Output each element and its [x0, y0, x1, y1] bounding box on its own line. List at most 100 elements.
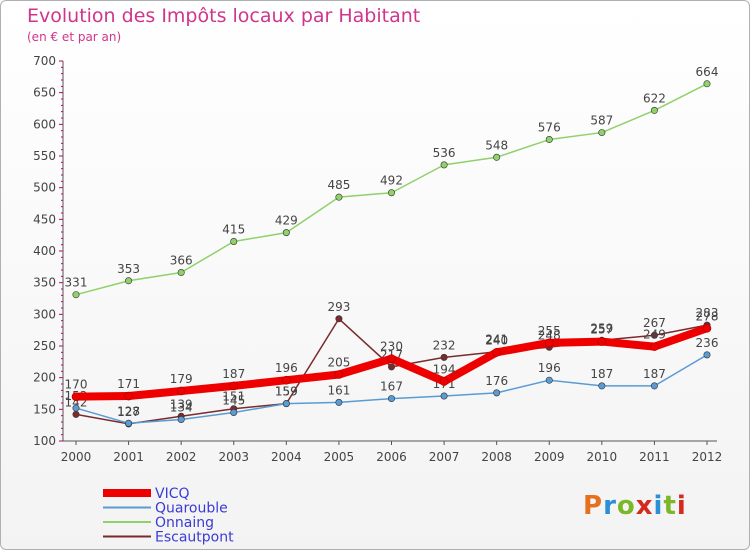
- data-label: 259: [590, 321, 613, 335]
- logo-letter: i: [676, 491, 687, 521]
- data-label: 187: [643, 367, 666, 381]
- data-point: [282, 375, 291, 385]
- data-point: [229, 381, 239, 391]
- data-point: [387, 189, 395, 197]
- data-label: 240: [485, 333, 508, 347]
- x-tick-label: 2003: [218, 450, 249, 464]
- proxiti-logo: Proxiti: [583, 491, 687, 521]
- data-label: 194: [433, 362, 456, 376]
- data-point: [72, 291, 80, 299]
- data-point: [440, 392, 448, 400]
- data-point: [597, 337, 607, 346]
- data-point: [125, 277, 133, 285]
- data-point: [440, 353, 448, 361]
- x-tick-label: 2007: [429, 450, 460, 464]
- data-label: 267: [643, 316, 666, 330]
- data-label: 241: [485, 333, 508, 347]
- data-label: 331: [65, 276, 88, 290]
- data-point: [335, 193, 343, 201]
- data-label: 205: [327, 356, 350, 370]
- data-label: 236: [696, 336, 719, 350]
- data-label: 230: [380, 340, 403, 354]
- data-label: 353: [117, 262, 140, 276]
- x-tick-label: 2001: [113, 450, 144, 464]
- x-tick-label: 2006: [376, 450, 407, 464]
- data-point: [544, 338, 554, 348]
- data-point: [493, 153, 501, 161]
- data-point: [230, 238, 238, 246]
- data-label: 151: [222, 390, 245, 404]
- data-label: 196: [275, 361, 298, 375]
- y-tick-label: 500: [33, 181, 56, 195]
- data-label: 134: [170, 400, 193, 414]
- data-label: 576: [538, 121, 561, 135]
- data-point: [177, 415, 185, 423]
- y-tick-label: 450: [33, 212, 56, 226]
- data-point: [703, 80, 711, 88]
- data-label: 139: [170, 397, 193, 411]
- x-tick-label: 2012: [692, 450, 723, 464]
- data-label: 366: [170, 254, 193, 268]
- chart-subtitle: (en € et par an): [27, 30, 122, 44]
- data-point: [650, 342, 659, 351]
- data-point: [387, 395, 395, 403]
- logo-letter: P: [583, 491, 604, 521]
- data-point: [598, 382, 606, 390]
- x-tick-label: 2010: [587, 450, 618, 464]
- y-tick-label: 400: [33, 244, 56, 258]
- x-tick-label: 2009: [534, 450, 565, 464]
- legend-label: Onnaing: [155, 515, 214, 531]
- data-label: 232: [433, 338, 456, 352]
- legend-label: Escautpont: [155, 530, 234, 546]
- data-label: 170: [65, 378, 88, 392]
- logo-letter: i: [653, 491, 664, 521]
- data-label: 429: [275, 214, 298, 228]
- y-tick-label: 150: [33, 402, 56, 416]
- data-label: 171: [117, 377, 140, 391]
- x-tick-label: 2002: [166, 450, 197, 464]
- data-point: [492, 348, 501, 357]
- data-point: [72, 410, 80, 418]
- data-point: [387, 363, 395, 371]
- data-point: [71, 392, 81, 401]
- logo-letter: x: [635, 491, 654, 521]
- data-point: [650, 331, 658, 339]
- data-point: [282, 229, 290, 237]
- data-point: [598, 129, 606, 137]
- data-label: 176: [485, 374, 508, 388]
- data-label: 145: [222, 394, 245, 408]
- logo-letter: o: [616, 491, 636, 521]
- data-point: [703, 351, 711, 359]
- logo-letter: r: [603, 491, 617, 521]
- data-label: 257: [590, 323, 613, 337]
- data-label: 622: [643, 91, 666, 105]
- x-tick-label: 2004: [271, 450, 302, 464]
- y-tick-label: 300: [33, 307, 56, 321]
- data-point: [439, 377, 449, 386]
- data-label: 283: [696, 306, 719, 320]
- x-tick-label: 2008: [481, 450, 512, 464]
- data-label: 536: [433, 146, 456, 160]
- legend-label: Quarouble: [155, 501, 228, 517]
- data-point: [440, 161, 448, 169]
- data-label: 128: [117, 404, 140, 418]
- chart-title: Evolution des Impôts locaux par Habitant: [27, 5, 421, 27]
- y-tick-label: 200: [33, 371, 56, 385]
- data-label: 664: [696, 65, 719, 79]
- logo-letter: t: [663, 491, 677, 521]
- data-label: 249: [643, 328, 666, 342]
- data-label: 255: [538, 324, 561, 338]
- data-point: [125, 419, 133, 427]
- data-point: [387, 354, 396, 363]
- data-point: [335, 398, 343, 406]
- data-point: [72, 404, 80, 412]
- data-point: [334, 370, 344, 379]
- legend-label: VICQ: [155, 486, 190, 502]
- data-point: [282, 400, 290, 408]
- data-point: [702, 323, 712, 333]
- data-point: [176, 386, 186, 396]
- data-label: 159: [275, 385, 298, 399]
- data-point: [650, 382, 658, 390]
- data-label: 485: [327, 178, 350, 192]
